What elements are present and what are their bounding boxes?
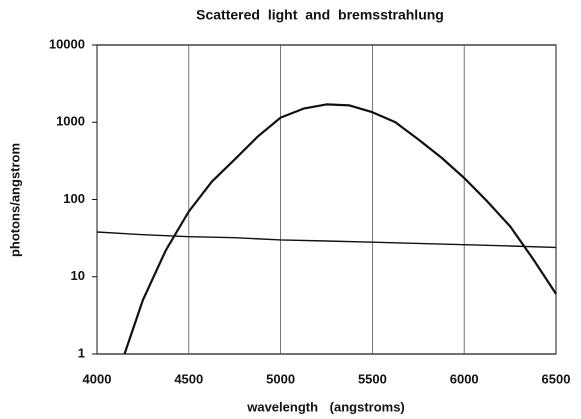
- y-axis-label: photons/angstrom: [7, 143, 22, 257]
- y-tick-label: 1000: [56, 114, 85, 129]
- y-tick-label: 10: [71, 268, 85, 283]
- x-tick-label: 6000: [450, 371, 479, 386]
- y-tick-label: 100: [63, 191, 85, 206]
- y-tick-label: 1: [78, 345, 85, 360]
- series-line: [123, 103, 557, 355]
- plot-frame: [96, 44, 557, 355]
- chart-title: Scattered light and bremsstrahlung: [196, 7, 444, 23]
- y-tick-label: 10000: [49, 36, 85, 51]
- x-tick-label: 4500: [174, 371, 203, 386]
- x-tick-label: 6500: [542, 371, 571, 386]
- x-tick-label: 5500: [358, 371, 387, 386]
- series-line: [96, 231, 557, 249]
- x-axis-label: wavelength (angstroms): [246, 399, 405, 414]
- x-tick-label: 4000: [83, 371, 112, 386]
- x-tick-label: 5000: [266, 371, 295, 386]
